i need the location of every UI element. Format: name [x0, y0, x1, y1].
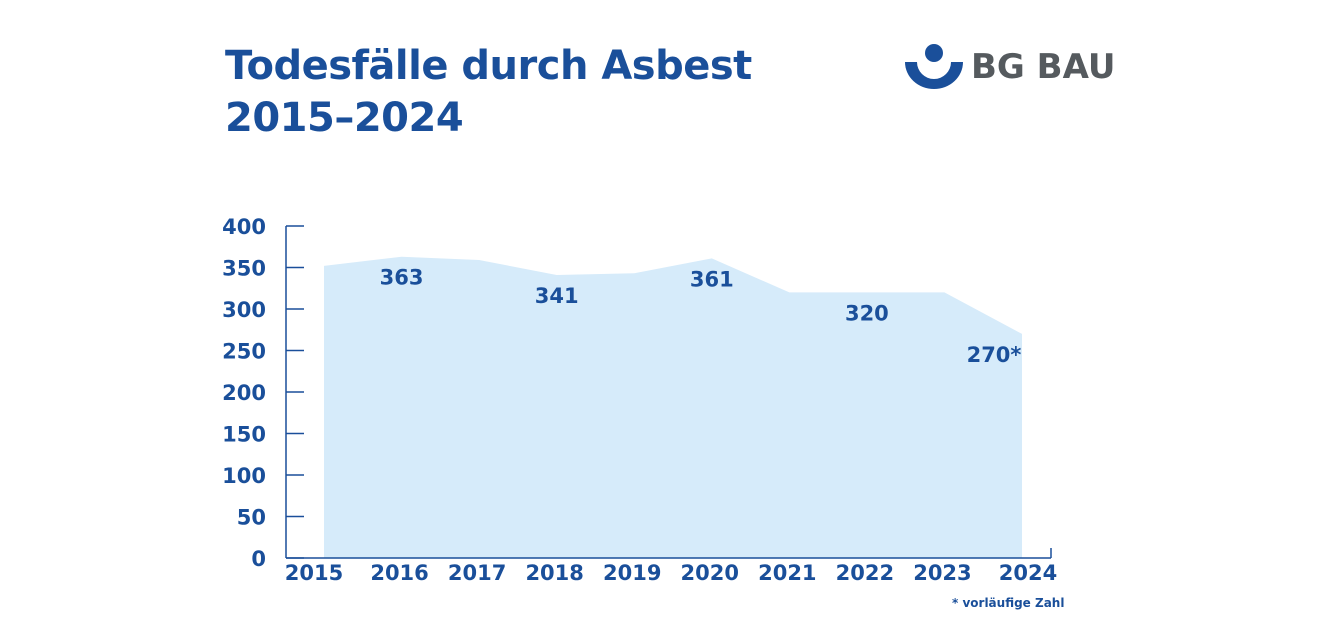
title-line-2: 2015–2024 — [225, 95, 464, 141]
area-series — [324, 256, 1022, 558]
data-label-2020: 361 — [690, 267, 734, 291]
x-tick-label-2024: 2024 — [999, 561, 1057, 585]
y-tick-label-100: 100 — [222, 464, 266, 488]
y-tick-label-50: 50 — [237, 506, 266, 530]
x-tick-label-2021: 2021 — [758, 561, 816, 585]
data-label-2016: 363 — [380, 266, 424, 290]
data-label-2018: 341 — [535, 284, 579, 308]
y-tick-label-250: 250 — [222, 340, 266, 364]
x-tick-label-2015: 2015 — [285, 561, 343, 585]
y-tick-label-300: 300 — [222, 298, 266, 322]
bg-bau-logo: BG BAU — [905, 44, 1115, 90]
title-line-1: Todesfälle durch Asbest — [225, 43, 752, 89]
chart-title: Todesfälle durch Asbest 2015–2024 — [225, 40, 752, 144]
x-tick-label-2022: 2022 — [836, 561, 894, 585]
bg-bau-emblem-icon — [905, 44, 963, 89]
y-tick-label-350: 350 — [222, 257, 266, 281]
x-tick-label-2020: 2020 — [681, 561, 739, 585]
x-tick-label-2018: 2018 — [525, 561, 583, 585]
y-tick-label-150: 150 — [222, 423, 266, 447]
y-tick-label-400: 400 — [222, 215, 266, 239]
x-tick-label-2019: 2019 — [603, 561, 661, 585]
logo-text: BG BAU — [971, 47, 1116, 87]
x-tick-label-2017: 2017 — [448, 561, 506, 585]
data-label-2022: 320 — [845, 301, 889, 325]
footnote: * vorläufige Zahl — [952, 596, 1065, 610]
x-tick-label-2023: 2023 — [913, 561, 971, 585]
y-tick-label-200: 200 — [222, 381, 266, 405]
data-label-2024: 270* — [967, 343, 1022, 367]
x-tick-label-2016: 2016 — [370, 561, 428, 585]
y-tick-label-0: 0 — [251, 547, 266, 571]
